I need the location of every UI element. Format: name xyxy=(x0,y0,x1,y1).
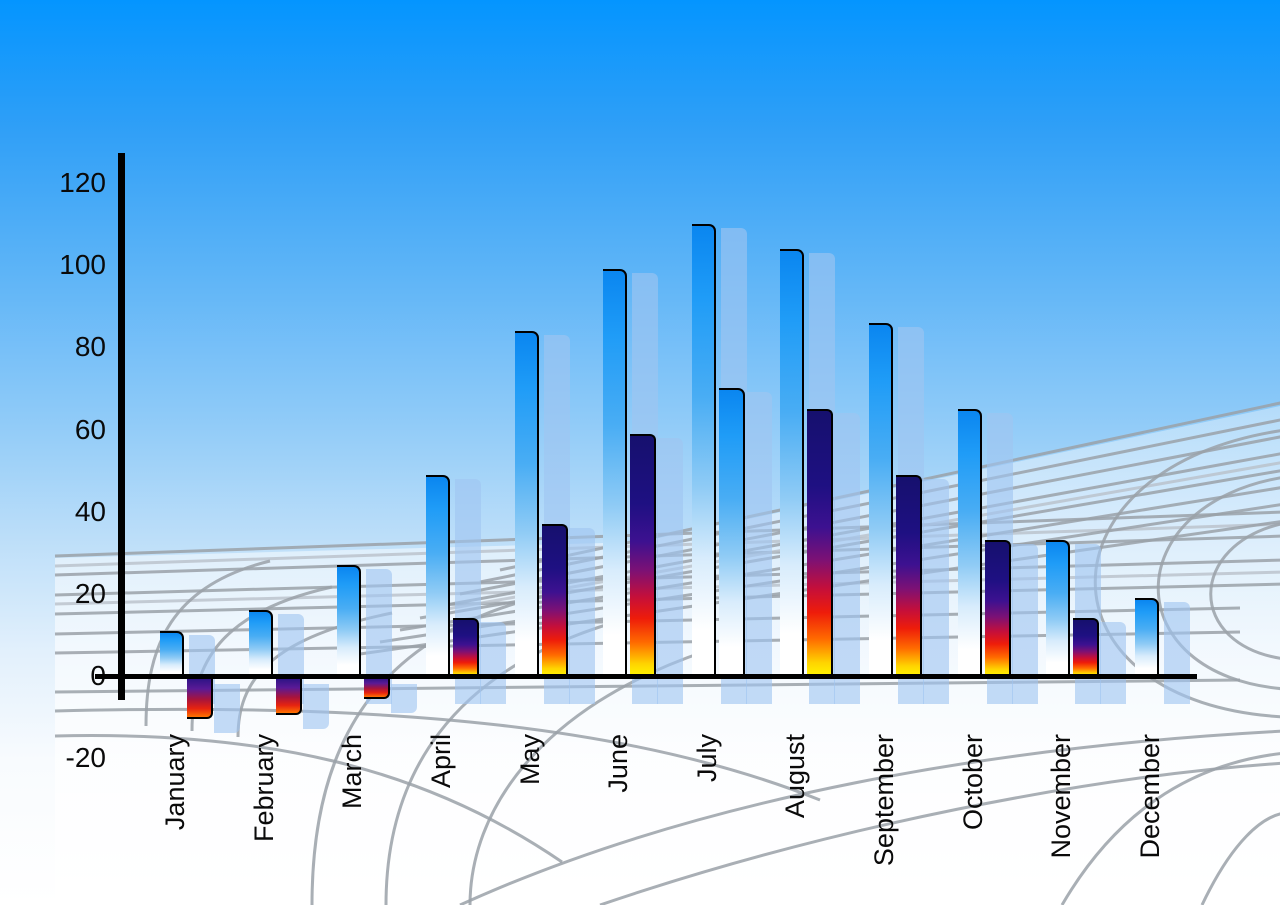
bar-primary-march xyxy=(337,565,362,676)
bar-primary-december xyxy=(1134,597,1159,676)
y-tick-label-60: 60 xyxy=(74,413,106,445)
bar-shadow-secondary-july xyxy=(745,392,772,704)
month-label-march: March xyxy=(337,734,368,810)
bar-shadow-secondary-june xyxy=(657,437,684,704)
bar-secondary-march xyxy=(364,678,391,699)
y-tick-label--20: -20 xyxy=(65,742,106,774)
bar-shadow-blue-december xyxy=(1163,601,1190,704)
month-label-may: May xyxy=(514,734,545,786)
bar-primary-january xyxy=(160,630,184,676)
bar-primary-august xyxy=(780,248,805,676)
y-tick-label-120: 120 xyxy=(59,167,106,199)
bar-shadow-secondary-january xyxy=(214,684,240,734)
bar-shadow-secondary-november xyxy=(1100,622,1127,704)
bar-shadow-secondary-february xyxy=(302,684,329,729)
bar-shadow-secondary-march xyxy=(391,684,418,713)
month-label-november: November xyxy=(1046,734,1077,859)
y-tick-label-0: 0 xyxy=(20,659,106,693)
bar-secondary-november xyxy=(1073,618,1100,676)
bar-secondary-may xyxy=(541,524,568,676)
month-label-august: August xyxy=(780,734,811,819)
y-tick-label-20: 20 xyxy=(74,577,106,609)
month-label-january: January xyxy=(160,734,190,831)
bar-shadow-secondary-september xyxy=(923,478,950,704)
month-label-october: October xyxy=(957,734,988,831)
bar-primary-april xyxy=(425,474,450,676)
month-label-september: September xyxy=(869,734,900,867)
bar-shadow-secondary-april xyxy=(479,622,506,704)
bar-primary-september xyxy=(869,322,894,676)
bar-secondary-february xyxy=(275,678,302,715)
bar-primary-november xyxy=(1046,540,1071,676)
bar-secondary-july xyxy=(718,388,745,676)
x-axis-zero-line xyxy=(95,674,1197,679)
bar-shadow-secondary-october xyxy=(1011,544,1038,704)
month-label-june: June xyxy=(603,734,634,793)
y-tick-label-40: 40 xyxy=(74,495,106,527)
bar-primary-june xyxy=(603,269,628,676)
bar-secondary-october xyxy=(984,540,1011,676)
y-axis-line xyxy=(118,153,125,700)
month-label-february: February xyxy=(248,734,279,843)
bar-secondary-september xyxy=(896,474,923,676)
bar-secondary-june xyxy=(630,433,657,676)
bar-shadow-secondary-august xyxy=(834,412,861,704)
month-label-july: July xyxy=(691,734,722,783)
y-tick-label-100: 100 xyxy=(59,249,106,281)
month-label-december: December xyxy=(1134,734,1165,859)
bar-secondary-april xyxy=(452,618,479,676)
bar-primary-february xyxy=(248,610,273,676)
y-tick-label-80: 80 xyxy=(74,331,106,363)
bar-primary-october xyxy=(957,408,982,676)
bar-primary-may xyxy=(514,330,539,676)
bar-secondary-august xyxy=(807,408,834,676)
bar-primary-july xyxy=(691,224,716,676)
month-label-april: April xyxy=(425,734,456,789)
bar-secondary-january xyxy=(187,678,213,720)
